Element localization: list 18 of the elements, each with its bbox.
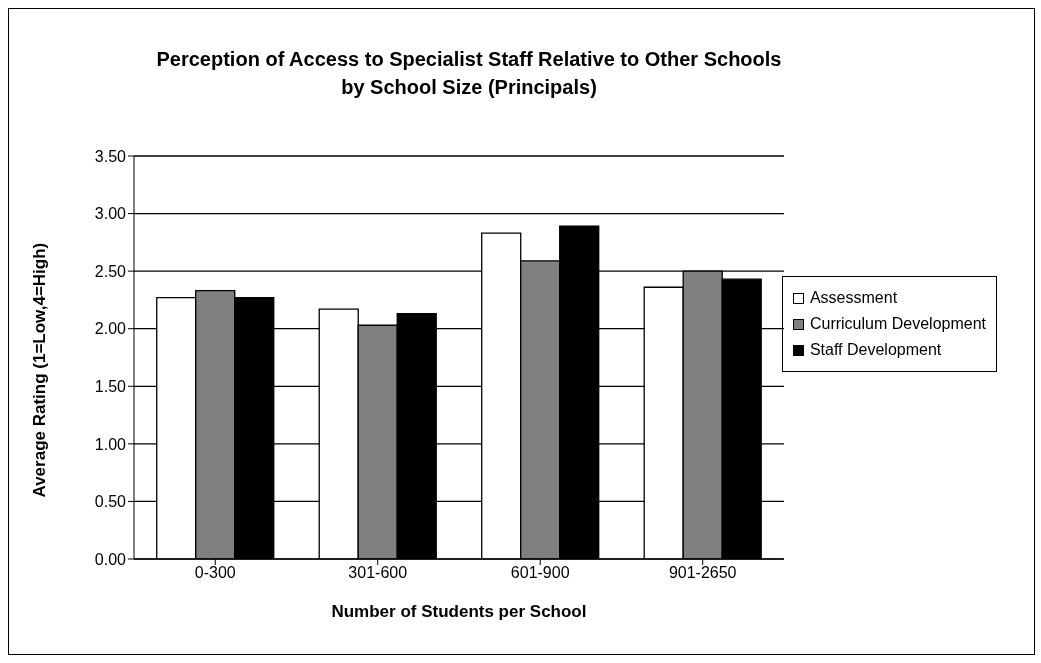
y-tick-label: 2.50 [94,262,127,280]
legend-label: Assessment [809,288,898,308]
chart-title: Perception of Access to Specialist Staff Relative to Other Schools by School Size (Principals) [155,47,783,100]
legend-label: Curriculum Development [809,314,986,334]
x-tick-label: 0-300 [194,564,236,582]
y-tick-label: 3.00 [94,205,127,223]
y-tick-label: 1.00 [94,435,127,453]
x-tick-label: 301-600 [348,564,408,582]
x-tick-label: 901-2650 [668,564,737,582]
y-tick-label: 2.00 [94,320,127,338]
legend-label: Staff Development [809,340,942,360]
y-axis-title: Average Rating (1=Low,4=High) [30,242,50,498]
y-tick-label: 0.50 [94,493,127,511]
y-tick-label: 1.50 [94,377,127,395]
y-tick-label: 0.00 [94,550,127,568]
y-tick-label: 3.50 [94,147,127,165]
x-tick-label: 601-900 [510,564,570,582]
x-axis-title: Number of Students per School [331,602,587,621]
